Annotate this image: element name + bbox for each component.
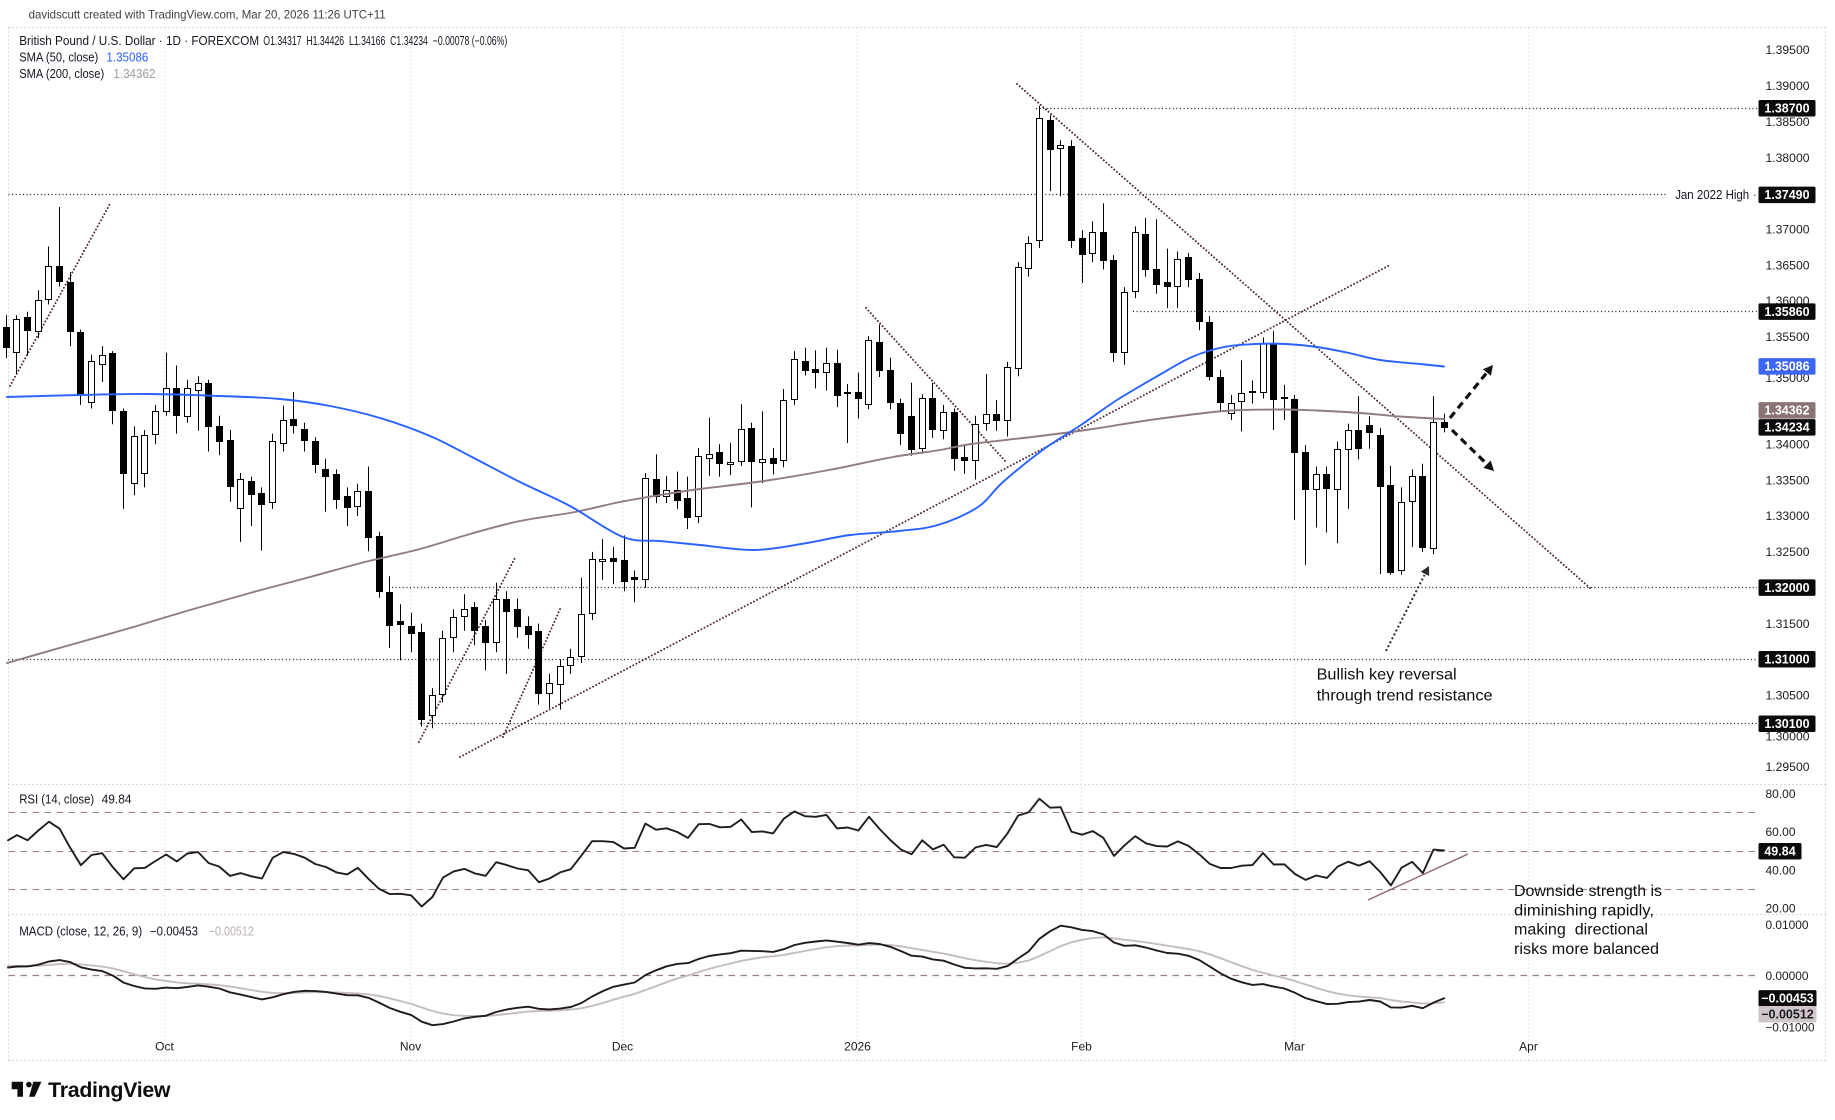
svg-text:1.33000: 1.33000 xyxy=(1766,509,1810,523)
svg-text:1.38500: 1.38500 xyxy=(1766,115,1810,129)
svg-text:1.35086: 1.35086 xyxy=(1764,360,1809,374)
svg-text:49.84: 49.84 xyxy=(1764,845,1795,859)
svg-text:1.37000: 1.37000 xyxy=(1766,222,1810,236)
svg-text:1.39000: 1.39000 xyxy=(1766,79,1810,93)
svg-text:Mar: Mar xyxy=(1284,1040,1305,1054)
svg-text:0.00000: 0.00000 xyxy=(1766,969,1809,983)
svg-text:1.34362: 1.34362 xyxy=(113,67,155,81)
svg-text:1.38000: 1.38000 xyxy=(1766,151,1810,165)
svg-text:−0.00512: −0.00512 xyxy=(1761,1008,1814,1022)
svg-text:SMA (200, close): SMA (200, close) xyxy=(19,67,104,81)
svg-text:British Pound / U.S. Dollar ·: British Pound / U.S. Dollar · 1D · FOREX… xyxy=(19,34,259,48)
svg-text:through trend resistance: through trend resistance xyxy=(1317,688,1493,705)
svg-text:1.31500: 1.31500 xyxy=(1766,617,1810,631)
svg-text:1.34234: 1.34234 xyxy=(1764,421,1809,435)
svg-text:risks more balanced: risks more balanced xyxy=(1514,941,1659,958)
svg-text:1.30100: 1.30100 xyxy=(1764,717,1809,731)
svg-text:Apr: Apr xyxy=(1519,1040,1538,1054)
svg-text:1.32000: 1.32000 xyxy=(1764,581,1809,595)
svg-text:−0.00453: −0.00453 xyxy=(150,925,198,939)
svg-text:−0.00512: −0.00512 xyxy=(209,925,254,939)
svg-text:1.35500: 1.35500 xyxy=(1766,330,1810,344)
svg-text:1.38700: 1.38700 xyxy=(1764,102,1809,116)
svg-text:1.34362: 1.34362 xyxy=(1764,404,1809,418)
svg-text:2026: 2026 xyxy=(844,1040,871,1054)
svg-text:Bullish key reversal: Bullish key reversal xyxy=(1317,667,1457,684)
svg-text:Oct: Oct xyxy=(155,1040,174,1054)
svg-text:1.30000: 1.30000 xyxy=(1766,729,1810,743)
svg-text:davidscutt created with Tradin: davidscutt created with TradingView.com,… xyxy=(29,8,386,22)
svg-text:·: · xyxy=(1753,189,1757,201)
svg-text:−0.01000: −0.01000 xyxy=(1766,1020,1815,1034)
svg-text:1.34000: 1.34000 xyxy=(1766,438,1810,452)
svg-text:RSI (14, close): RSI (14, close) xyxy=(19,793,94,807)
svg-text:making directional: making directional xyxy=(1514,922,1648,939)
svg-text:0.01000: 0.01000 xyxy=(1766,918,1809,932)
svg-text:O1.34317 H1.34426 L1.34166: O1.34317 H1.34426 L1.34166 C1.34234 −0.0… xyxy=(263,34,507,48)
svg-text:1.36500: 1.36500 xyxy=(1766,258,1810,272)
svg-text:40.00: 40.00 xyxy=(1766,863,1796,877)
svg-text:Nov: Nov xyxy=(400,1040,421,1054)
svg-text:TradingView: TradingView xyxy=(48,1079,171,1102)
svg-text:80.00: 80.00 xyxy=(1766,787,1796,801)
svg-text:49.84: 49.84 xyxy=(102,793,132,807)
svg-text:−0.00453: −0.00453 xyxy=(1761,992,1814,1006)
svg-text:1.31000: 1.31000 xyxy=(1764,653,1809,667)
svg-text:20.00: 20.00 xyxy=(1766,902,1796,916)
svg-text:60.00: 60.00 xyxy=(1766,825,1796,839)
svg-text:SMA (50, close): SMA (50, close) xyxy=(19,51,98,65)
svg-text:1.39500: 1.39500 xyxy=(1766,43,1810,57)
svg-text:1.33500: 1.33500 xyxy=(1766,473,1810,487)
svg-text:diminishing rapidly,: diminishing rapidly, xyxy=(1514,902,1654,919)
svg-text:1.37490: 1.37490 xyxy=(1764,188,1809,202)
svg-text:Downside strength is: Downside strength is xyxy=(1514,883,1662,900)
svg-text:1.29500: 1.29500 xyxy=(1766,760,1810,774)
svg-text:1.35086: 1.35086 xyxy=(106,51,148,65)
svg-text:Dec: Dec xyxy=(612,1040,633,1054)
svg-text:MACD (close, 12, 26, 9): MACD (close, 12, 26, 9) xyxy=(19,925,142,939)
svg-text:Jan 2022 High: Jan 2022 High xyxy=(1675,187,1749,202)
svg-text:1.30500: 1.30500 xyxy=(1766,689,1810,703)
svg-text:1.32500: 1.32500 xyxy=(1766,545,1810,559)
svg-text:1.35860: 1.35860 xyxy=(1764,305,1809,319)
svg-text:Feb: Feb xyxy=(1071,1040,1092,1054)
